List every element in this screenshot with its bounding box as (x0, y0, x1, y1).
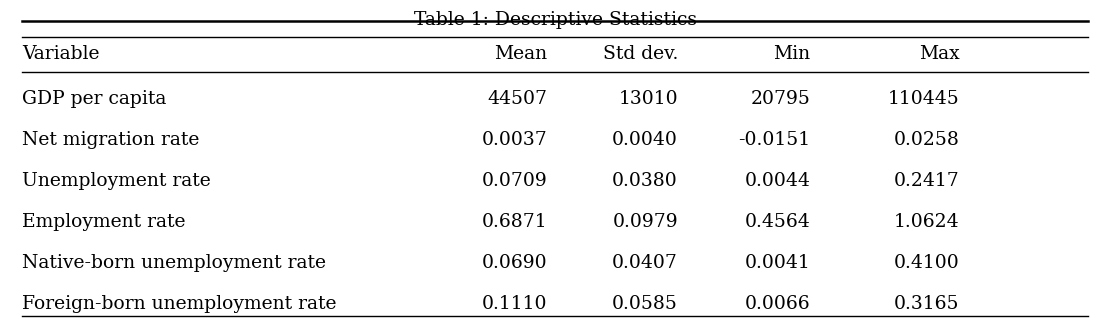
Text: 0.3165: 0.3165 (895, 295, 960, 313)
Text: 0.0040: 0.0040 (612, 131, 678, 149)
Text: 0.0258: 0.0258 (894, 131, 960, 149)
Text: 0.0066: 0.0066 (745, 295, 810, 313)
Text: 0.0044: 0.0044 (745, 172, 810, 190)
Text: 0.0979: 0.0979 (613, 213, 678, 231)
Text: 0.6871: 0.6871 (482, 213, 547, 231)
Text: Std dev.: Std dev. (603, 45, 678, 63)
Text: -0.0151: -0.0151 (738, 131, 810, 149)
Text: Unemployment rate: Unemployment rate (22, 172, 211, 190)
Text: Foreign-born unemployment rate: Foreign-born unemployment rate (22, 295, 336, 313)
Text: 1.0624: 1.0624 (894, 213, 960, 231)
Text: 0.4564: 0.4564 (745, 213, 810, 231)
Text: Employment rate: Employment rate (22, 213, 185, 231)
Text: 13010: 13010 (618, 90, 678, 108)
Text: 44507: 44507 (487, 90, 547, 108)
Text: Min: Min (774, 45, 810, 63)
Text: Max: Max (919, 45, 960, 63)
Text: 0.0709: 0.0709 (482, 172, 547, 190)
Text: 0.2417: 0.2417 (894, 172, 960, 190)
Text: 0.0690: 0.0690 (482, 254, 547, 272)
Text: 0.0407: 0.0407 (612, 254, 678, 272)
Text: 0.4100: 0.4100 (894, 254, 960, 272)
Text: 0.1110: 0.1110 (482, 295, 547, 313)
Text: 110445: 110445 (888, 90, 960, 108)
Text: 0.0037: 0.0037 (482, 131, 547, 149)
Text: Table 1: Descriptive Statistics: Table 1: Descriptive Statistics (414, 11, 696, 29)
Text: GDP per capita: GDP per capita (22, 90, 166, 108)
Text: 0.0585: 0.0585 (612, 295, 678, 313)
Text: Mean: Mean (494, 45, 547, 63)
Text: 0.0041: 0.0041 (745, 254, 810, 272)
Text: 0.0380: 0.0380 (613, 172, 678, 190)
Text: Native-born unemployment rate: Native-born unemployment rate (22, 254, 326, 272)
Text: Variable: Variable (22, 45, 100, 63)
Text: 20795: 20795 (750, 90, 810, 108)
Text: Net migration rate: Net migration rate (22, 131, 200, 149)
